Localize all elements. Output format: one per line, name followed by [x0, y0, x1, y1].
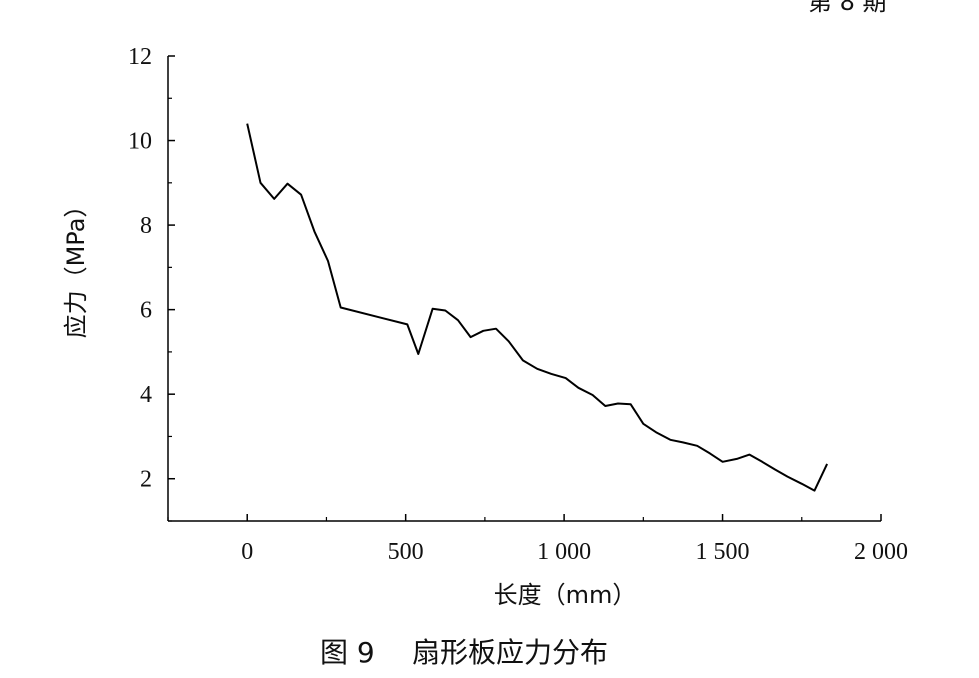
plot-area	[246, 123, 829, 492]
x-axis-title: 长度（mm）	[494, 581, 637, 609]
y-tick-label: 10	[128, 129, 152, 155]
x-tick-label: 1 000	[537, 539, 591, 565]
y-tick-label: 12	[128, 44, 152, 70]
figure-caption-text: 扇形板应力分布	[412, 636, 608, 669]
y-tick-label: 4	[140, 382, 152, 408]
x-tick-label: 2 000	[854, 539, 908, 565]
ticks: 2 4 6 8 10 12 0 500 1 000 1 500 2 000	[128, 44, 908, 565]
x-tick-label: 0	[241, 539, 253, 565]
y-tick-label: 8	[140, 213, 152, 239]
y-tick-label: 2	[140, 467, 152, 493]
figure-caption-number: 图 9	[320, 636, 375, 669]
y-tick-label: 6	[140, 298, 152, 324]
axes	[167, 56, 881, 522]
x-tick-label: 500	[388, 539, 424, 565]
x-tick-label: 1 500	[696, 539, 750, 565]
page-corner-text: 第 8 期	[808, 0, 887, 16]
y-axis-title: 应力（MPa）	[62, 194, 90, 339]
series-line	[246, 123, 829, 492]
